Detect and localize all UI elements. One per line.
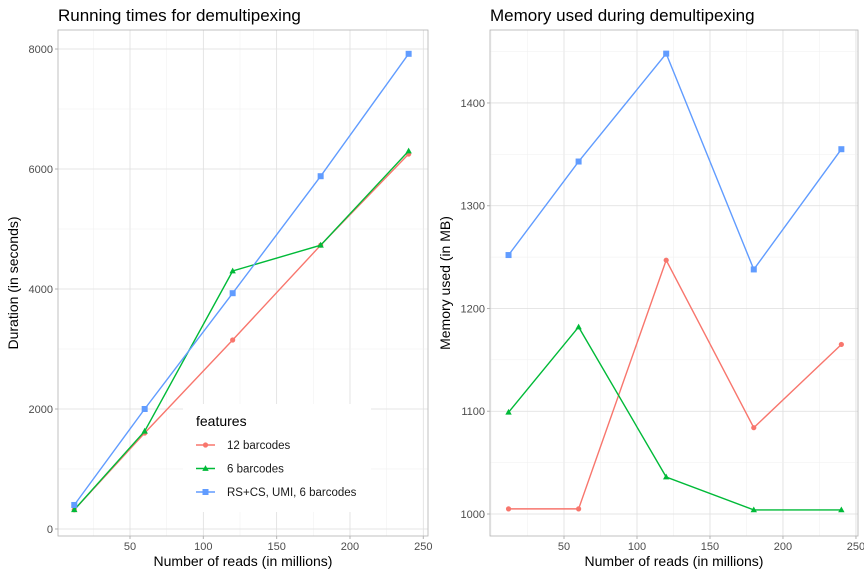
x-tick-label: 50 (558, 541, 570, 553)
x-tick-label: 150 (267, 541, 285, 553)
data-point (575, 323, 582, 330)
legend-label: 12 barcodes (227, 440, 291, 452)
data-point (838, 506, 845, 513)
chart-title: Memory used during demultipexing (490, 6, 755, 25)
y-tick-label: 1200 (461, 303, 485, 315)
y-tick-label: 1400 (461, 98, 485, 110)
y-tick-label: 0 (47, 524, 53, 536)
data-point (576, 506, 582, 512)
data-point (405, 50, 412, 57)
series-line-6-barcodes (507, 325, 842, 511)
x-tick-label: 250 (414, 541, 432, 553)
data-point (575, 158, 582, 165)
panel-border (489, 29, 859, 537)
data-point (141, 427, 148, 434)
x-tick-label: 250 (847, 541, 864, 553)
data-point (405, 147, 412, 154)
data-point (229, 290, 236, 297)
data-point (663, 257, 669, 263)
data-point (662, 473, 670, 480)
data-point (505, 252, 512, 259)
data-point (750, 506, 757, 513)
legend: features 12 barcodes 6 barcodes RS+CS, UMI,… (183, 404, 371, 512)
data-point (71, 501, 78, 508)
data-point (751, 425, 757, 431)
y-tick-label: 6000 (29, 164, 53, 176)
series-line-rs-cs-umi-6-barcodes (507, 52, 842, 271)
y-axis-label: Duration (in seconds) (5, 216, 21, 349)
y-tick-label: 4000 (29, 284, 53, 296)
y-tick-label: 1100 (461, 406, 485, 418)
legend-key-marker (202, 442, 209, 448)
x-axis-label: Number of reads (in millions) (585, 553, 764, 569)
x-tick-label: 50 (124, 541, 136, 553)
data-point (229, 267, 236, 274)
data-point (505, 408, 512, 415)
legend-label: 6 barcodes (227, 464, 284, 476)
data-point (230, 337, 236, 343)
x-axis-label: Number of reads (in millions) (154, 553, 333, 569)
data-point (317, 241, 324, 248)
x-tick-label: 100 (194, 541, 212, 553)
x-tick-label: 200 (341, 541, 359, 553)
data-point (317, 173, 324, 180)
data-point (838, 146, 845, 153)
legend-title: features (196, 413, 247, 429)
x-tick-label: 100 (628, 541, 646, 553)
data-point (663, 50, 670, 57)
chart-panel-2: 50 100 150 200 250 1000 1100 1200 1300 1400 Memory… (437, 6, 864, 569)
x-tick-label: 200 (774, 541, 792, 553)
panel-border (57, 29, 429, 537)
legend-background (183, 404, 371, 512)
data-point (71, 506, 78, 513)
y-axis-label: Memory used (in MB) (437, 216, 453, 350)
legend-label: RS+CS, UMI, 6 barcodes (227, 487, 357, 499)
x-tick-label: 150 (701, 541, 719, 553)
y-tick-label: 1300 (461, 201, 485, 213)
y-tick-label: 8000 (29, 44, 53, 56)
data-point (505, 506, 512, 512)
series-line-12-barcodes (508, 258, 842, 510)
legend-key-marker (202, 489, 209, 495)
data-point (141, 405, 148, 412)
data-point (838, 341, 844, 348)
legend-key-marker (202, 465, 209, 471)
y-tick-label: 2000 (29, 404, 53, 416)
chart-title: Running times for demultipexing (58, 6, 301, 25)
y-tick-label: 1000 (461, 509, 485, 521)
data-point (750, 266, 757, 273)
